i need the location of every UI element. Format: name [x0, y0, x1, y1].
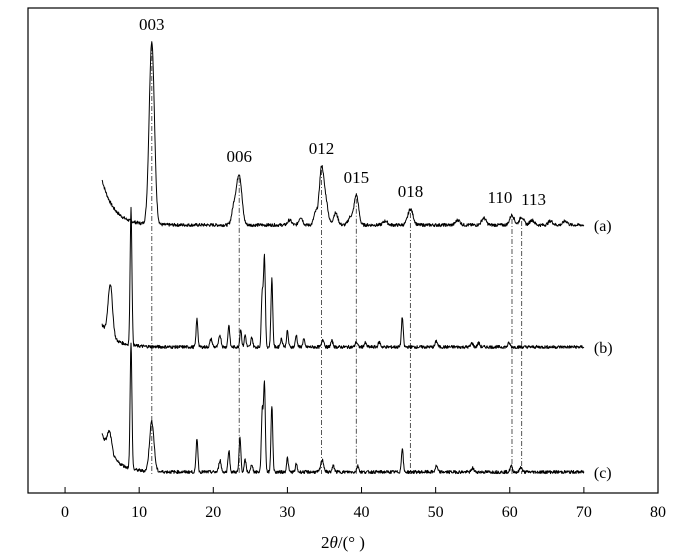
x-axis-label: 2θ/(° )	[321, 533, 365, 552]
x-tick-label: 40	[354, 504, 370, 521]
x-tick-label: 20	[205, 504, 221, 521]
peak-label-018: 018	[398, 182, 424, 201]
x-axis-label-theta: θ	[330, 533, 338, 552]
peak-label-110: 110	[488, 188, 513, 207]
series-label-3: (c)	[594, 465, 612, 482]
peak-label-006: 006	[226, 147, 252, 166]
peak-label-003: 003	[139, 15, 165, 34]
plot-frame	[27, 7, 659, 494]
series-line-1	[101, 41, 585, 228]
x-axis: 0 10 20 30 40 50 60 70 80	[61, 487, 666, 521]
series-traces	[101, 41, 585, 475]
peak-labels: 003 006 012 015 018 110 113	[139, 15, 546, 209]
x-tick-label: 10	[131, 504, 147, 521]
series-label-1: (a)	[594, 218, 612, 235]
peak-label-012: 012	[309, 139, 335, 158]
peak-label-015: 015	[344, 168, 370, 187]
x-axis-label-unit: /(° )	[338, 533, 365, 552]
x-tick-label: 70	[576, 504, 592, 521]
peak-label-113: 113	[521, 190, 546, 209]
x-axis-label-prefix: 2	[321, 533, 330, 552]
x-tick-label: 50	[428, 504, 444, 521]
series-line-3	[101, 342, 585, 475]
series-label-2: (b)	[594, 340, 613, 357]
series-labels: (a) (b) (c)	[594, 218, 613, 482]
x-tick-label: 60	[502, 504, 518, 521]
x-tick-label: 30	[279, 504, 295, 521]
reflection-guides	[151, 46, 523, 474]
x-tick-label: 80	[650, 504, 666, 521]
x-tick-label: 0	[61, 504, 69, 521]
series-line-2	[101, 206, 585, 350]
